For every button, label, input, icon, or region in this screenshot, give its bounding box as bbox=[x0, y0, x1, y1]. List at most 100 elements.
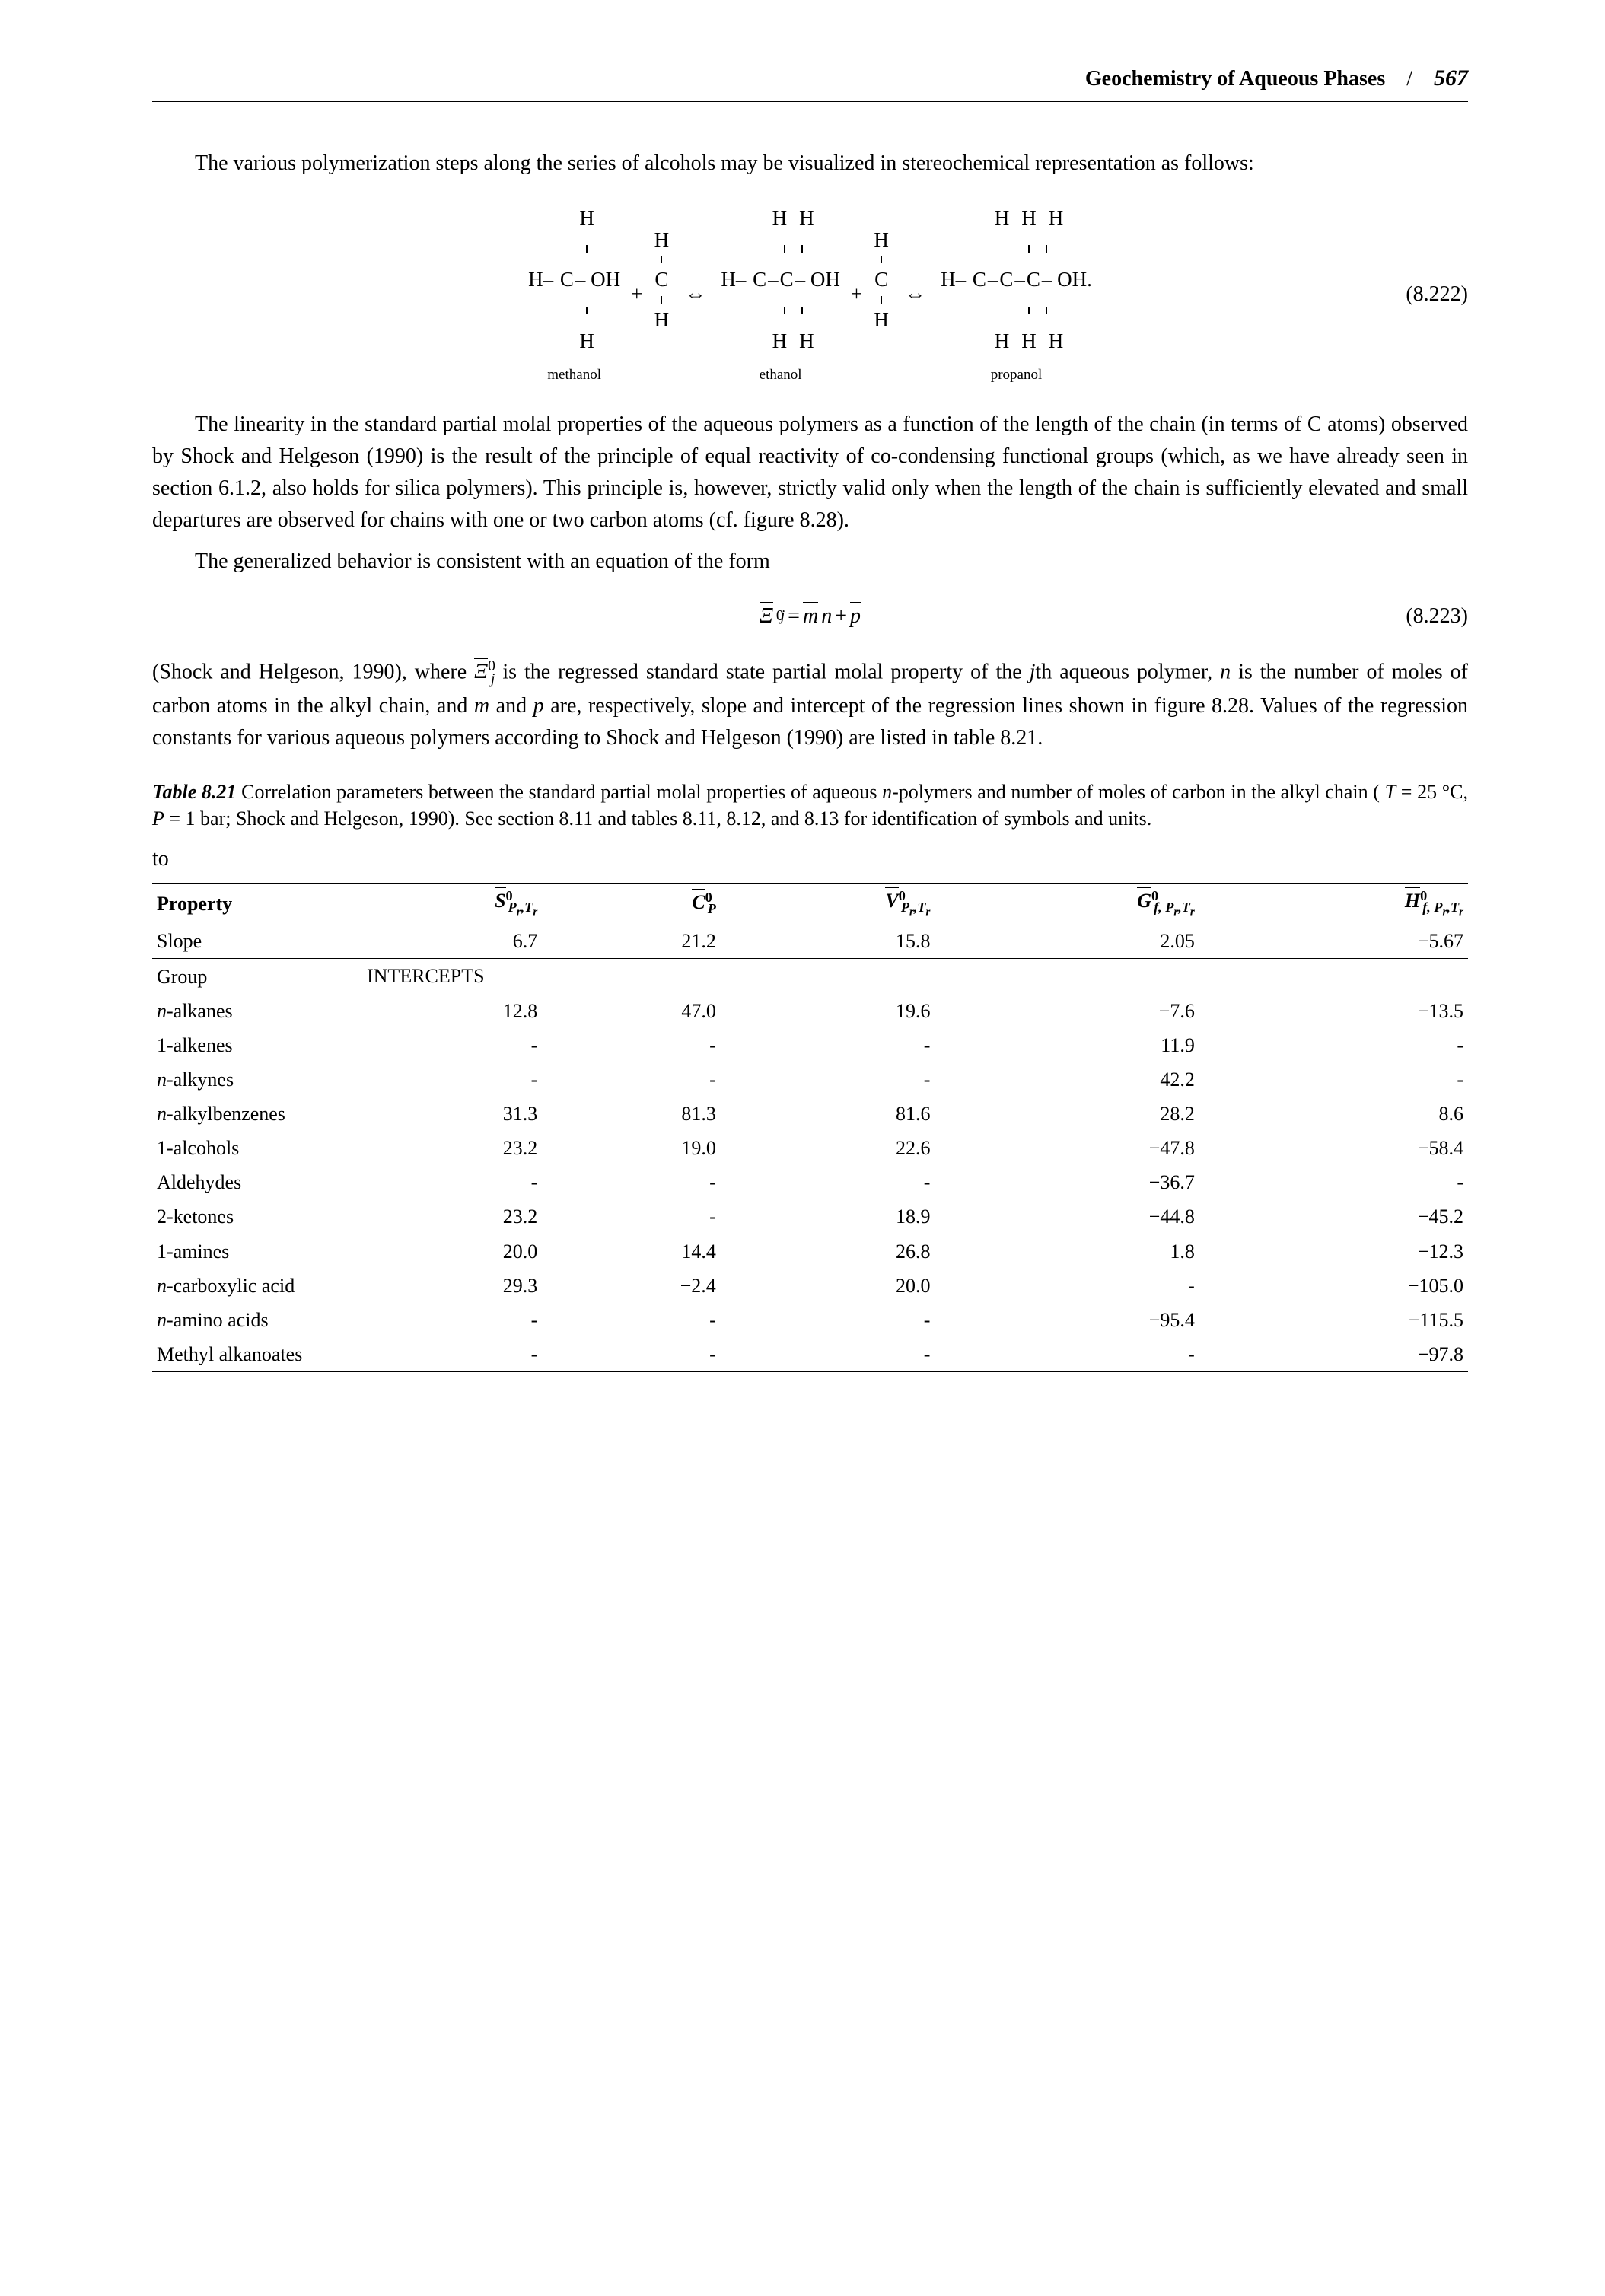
atom-h: H bbox=[1021, 202, 1037, 234]
table-8-21: Property S0Pr,Tr C0P V0Pr,Tr G0f, Pr,Tr … bbox=[152, 883, 1468, 1372]
cell: −45.2 bbox=[1199, 1199, 1468, 1234]
row-name: n-alkynes bbox=[152, 1062, 336, 1097]
para-3: The generalized behavior is consistent w… bbox=[152, 546, 1468, 578]
label-methanol: methanol bbox=[547, 365, 601, 387]
cell: 81.3 bbox=[542, 1097, 721, 1131]
plus-sign: + bbox=[835, 600, 847, 632]
arrow-icon: ⇔ bbox=[900, 279, 930, 310]
cell: −97.8 bbox=[1199, 1337, 1468, 1372]
text-span: is the regressed standard state partial … bbox=[495, 660, 1029, 683]
cell: 15.8 bbox=[721, 924, 935, 959]
para-4: (Shock and Helgeson, 1990), where Ξ0j is… bbox=[152, 655, 1468, 754]
header-title: Geochemistry of Aqueous Phases bbox=[1085, 63, 1385, 95]
cell: - bbox=[542, 1062, 721, 1097]
cell: 1.8 bbox=[935, 1234, 1199, 1269]
cell: - bbox=[542, 1028, 721, 1062]
cell: 26.8 bbox=[721, 1234, 935, 1269]
cell: 8.6 bbox=[1199, 1097, 1468, 1131]
text-span: (Shock and Helgeson, 1990), where bbox=[152, 660, 474, 683]
caption-text: -polymers and number of moles of carbon … bbox=[892, 781, 1385, 803]
cell: −13.5 bbox=[1199, 994, 1468, 1028]
atom-c: C bbox=[559, 264, 575, 295]
atom-h: H bbox=[771, 202, 788, 234]
cell: −12.3 bbox=[1199, 1234, 1468, 1269]
cell: 28.2 bbox=[935, 1097, 1199, 1131]
row-name: n-carboxylic acid bbox=[152, 1269, 336, 1303]
label-ethanol: ethanol bbox=[760, 365, 802, 387]
row-name: 2-ketones bbox=[152, 1199, 336, 1234]
symbol-p: p bbox=[533, 690, 544, 722]
cell: 12.8 bbox=[336, 994, 542, 1028]
atom-c: C bbox=[779, 264, 795, 295]
cell: 29.3 bbox=[336, 1269, 542, 1303]
para-intro: The various polymerization steps along t… bbox=[152, 148, 1468, 180]
equation-number: (8.223) bbox=[1406, 600, 1468, 632]
table-row: n-alkylbenzenes31.381.381.628.28.6 bbox=[152, 1097, 1468, 1131]
sub-j: j bbox=[781, 605, 785, 627]
cell: 23.2 bbox=[336, 1199, 542, 1234]
atom-h: H bbox=[993, 326, 1010, 357]
cell: 14.4 bbox=[542, 1234, 721, 1269]
equals-sign: = bbox=[788, 600, 800, 632]
cell: - bbox=[336, 1165, 542, 1199]
atom-h: H bbox=[993, 202, 1010, 234]
cell: - bbox=[542, 1199, 721, 1234]
atom-c: C bbox=[971, 264, 988, 295]
table-row: 2-ketones23.2-18.9−44.8−45.2 bbox=[152, 1199, 1468, 1234]
cell: −36.7 bbox=[935, 1165, 1199, 1199]
atom-c: C bbox=[873, 264, 890, 295]
slope-label: Slope bbox=[152, 924, 336, 959]
cell: 18.9 bbox=[721, 1199, 935, 1234]
cell: −2.4 bbox=[542, 1269, 721, 1303]
cell: 22.6 bbox=[721, 1131, 935, 1165]
atom-c: C bbox=[1025, 264, 1042, 295]
cell: −47.8 bbox=[935, 1131, 1199, 1165]
atom-oh: – OH bbox=[795, 264, 840, 295]
header-page: 567 bbox=[1434, 61, 1468, 95]
table-caption: Table 8.21 Correlation parameters betwee… bbox=[152, 779, 1468, 832]
cell: - bbox=[1199, 1165, 1468, 1199]
cell: −5.67 bbox=[1199, 924, 1468, 959]
arrow-icon: ⇔ bbox=[680, 279, 710, 310]
col-h: H0f, Pr,Tr bbox=[1199, 883, 1468, 924]
header-slash: / bbox=[1406, 63, 1412, 95]
table-row: Aldehydes---−36.7- bbox=[152, 1165, 1468, 1199]
cell: −95.4 bbox=[935, 1303, 1199, 1337]
cell: −105.0 bbox=[1199, 1269, 1468, 1303]
col-property: Property bbox=[152, 883, 336, 924]
cell: - bbox=[721, 1062, 935, 1097]
row-name: 1-alcohols bbox=[152, 1131, 336, 1165]
col-s: S0Pr,Tr bbox=[336, 883, 542, 924]
equation-8-223: Ξ0j = mn + p (8.223) bbox=[152, 600, 1468, 632]
table-row: Methyl alkanoates----−97.8 bbox=[152, 1337, 1468, 1372]
cell: −7.6 bbox=[935, 994, 1199, 1028]
symbol-t: T bbox=[1385, 781, 1396, 803]
symbol-p: p bbox=[850, 600, 861, 632]
atom-h: H bbox=[578, 326, 595, 357]
table-row: n-carboxylic acid29.3−2.420.0-−105.0 bbox=[152, 1269, 1468, 1303]
text-span: th aqueous polymer, bbox=[1035, 660, 1220, 683]
symbol-xi: Ξ bbox=[474, 656, 488, 688]
group-label: Group bbox=[152, 958, 336, 994]
table-row: 1-alkenes---11.9- bbox=[152, 1028, 1468, 1062]
caption-text: = 1 bar; Shock and Helgeson, 1990). See … bbox=[164, 807, 1151, 830]
atom-oh: – OH bbox=[575, 264, 620, 295]
cell: - bbox=[336, 1028, 542, 1062]
row-name: n-alkylbenzenes bbox=[152, 1097, 336, 1131]
cell: - bbox=[336, 1303, 542, 1337]
atom-h: H bbox=[1021, 326, 1037, 357]
atom-c: C bbox=[998, 264, 1014, 295]
table-row: n-alkanes12.847.019.6−7.6−13.5 bbox=[152, 994, 1468, 1028]
table-row: n-amino acids---−95.4−115.5 bbox=[152, 1303, 1468, 1337]
caption-text: = 25 °C, bbox=[1396, 781, 1468, 803]
para-2: The linearity in the standard partial mo… bbox=[152, 409, 1468, 537]
atom-c: C bbox=[653, 264, 670, 295]
plus-sign: + bbox=[851, 279, 862, 310]
cell: - bbox=[336, 1062, 542, 1097]
caption-text: Correlation parameters between the stand… bbox=[236, 781, 882, 803]
row-name: n-amino acids bbox=[152, 1303, 336, 1337]
cell: 31.3 bbox=[336, 1097, 542, 1131]
row-name: 1-amines bbox=[152, 1234, 336, 1269]
col-g: G0f, Pr,Tr bbox=[935, 883, 1199, 924]
atom-h: H bbox=[1047, 326, 1064, 357]
